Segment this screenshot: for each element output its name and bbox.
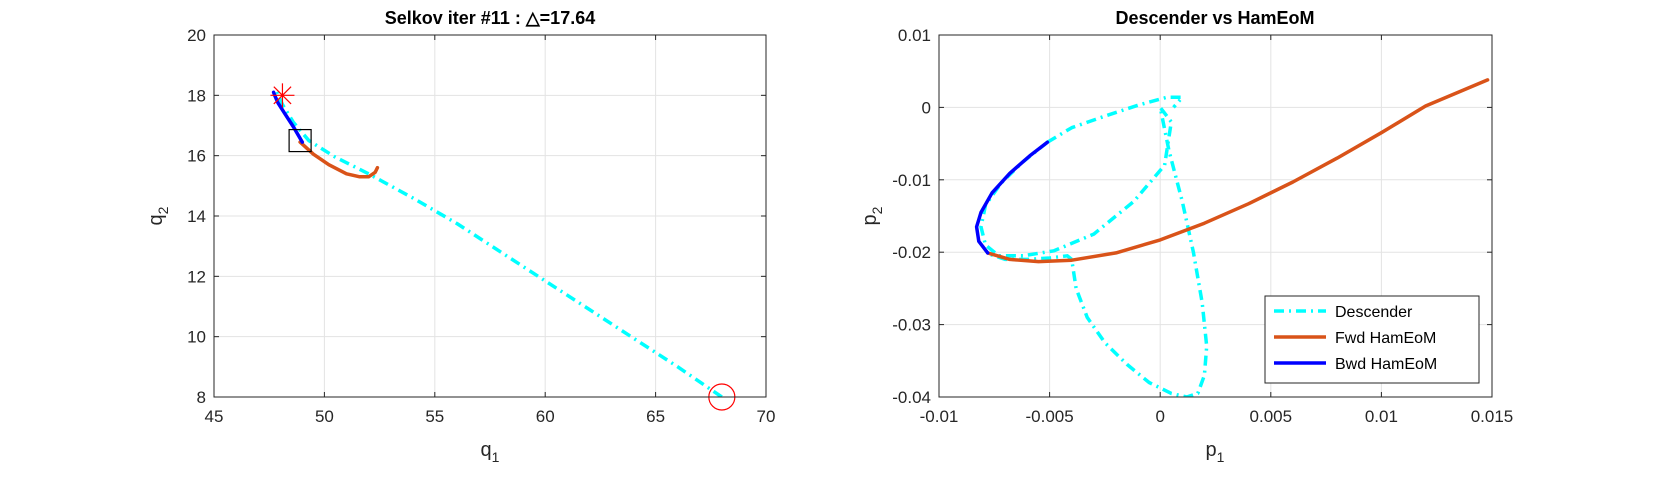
x-tick-label: 55 xyxy=(425,407,444,426)
y-tick-label: 0.01 xyxy=(898,26,931,45)
left-ticks: 45 50 55 60 65 70 8 10 12 14 16 18 20 xyxy=(187,26,775,426)
y-tick-label: 20 xyxy=(187,26,206,45)
y-tick-label: 12 xyxy=(187,267,206,286)
square-marker xyxy=(288,128,312,153)
series-line-1-3 xyxy=(974,140,1050,255)
right-x-axis-label: p1 xyxy=(1206,439,1225,465)
y-tick-label: 14 xyxy=(187,207,206,226)
y-tick-label: -0.01 xyxy=(892,171,931,190)
x-tick-label: 0.005 xyxy=(1250,407,1293,426)
legend-label-bwd: Bwd HamEoM xyxy=(1335,356,1437,373)
y-tick-label: 10 xyxy=(187,328,206,347)
y-tick-label: 18 xyxy=(187,86,206,105)
y-tick-label: 16 xyxy=(187,147,206,166)
right-chart-title: Descender vs HamEoM xyxy=(1115,8,1314,28)
legend-label-descender: Descender xyxy=(1335,304,1413,321)
left-markers-group xyxy=(270,83,736,411)
series-line-0-0 xyxy=(274,88,723,397)
x-tick-label: -0.01 xyxy=(920,407,959,426)
y-tick-label: -0.03 xyxy=(892,316,931,335)
x-tick-label: 60 xyxy=(536,407,555,426)
x-tick-label: -0.005 xyxy=(1025,407,1073,426)
left-x-axis-label: q1 xyxy=(481,439,500,465)
y-tick-label: -0.04 xyxy=(892,388,931,407)
x-tick-label: 0 xyxy=(1155,407,1164,426)
x-tick-label: 0.01 xyxy=(1365,407,1398,426)
series-line-1-1 xyxy=(1046,95,1185,144)
right-ticks: -0.01 -0.005 0 0.005 0.01 0.015 -0.04 -0.03 -0.0… xyxy=(892,26,1513,426)
legend-label-fwd: Fwd HamEoM xyxy=(1335,330,1436,347)
x-tick-label: 70 xyxy=(757,407,776,426)
right-plot: -0.01 -0.005 0 0.005 0.01 0.015 -0.04 -0.03 -0.0… xyxy=(859,8,1513,465)
legend: Descender Fwd HamEoM Bwd HamEoM xyxy=(1264,295,1480,384)
start-star-marker xyxy=(270,83,295,108)
x-tick-label: 50 xyxy=(315,407,334,426)
series-line-1-0 xyxy=(979,105,1209,397)
left-y-axis-label: q2 xyxy=(145,206,171,225)
left-chart-title: Selkov iter #11 : △=17.64 xyxy=(385,8,595,28)
x-tick-label: 0.015 xyxy=(1471,407,1514,426)
right-y-axis-label: p2 xyxy=(859,206,885,225)
series-line-0-1 xyxy=(298,140,380,179)
right-plot-frame xyxy=(938,34,1493,398)
star-stroke xyxy=(273,86,292,105)
y-tick-label: -0.02 xyxy=(892,243,931,262)
x-tick-label: 45 xyxy=(205,407,224,426)
series-line-1-2 xyxy=(985,78,1490,264)
left-plot: 45 50 55 60 65 70 8 10 12 14 16 18 20 Selkov iter #1… xyxy=(145,8,775,465)
y-tick-label: 0 xyxy=(922,98,931,117)
right-series-group xyxy=(974,78,1490,397)
x-tick-label: 65 xyxy=(646,407,665,426)
y-tick-label: 8 xyxy=(197,388,206,407)
left-grid xyxy=(213,34,767,398)
